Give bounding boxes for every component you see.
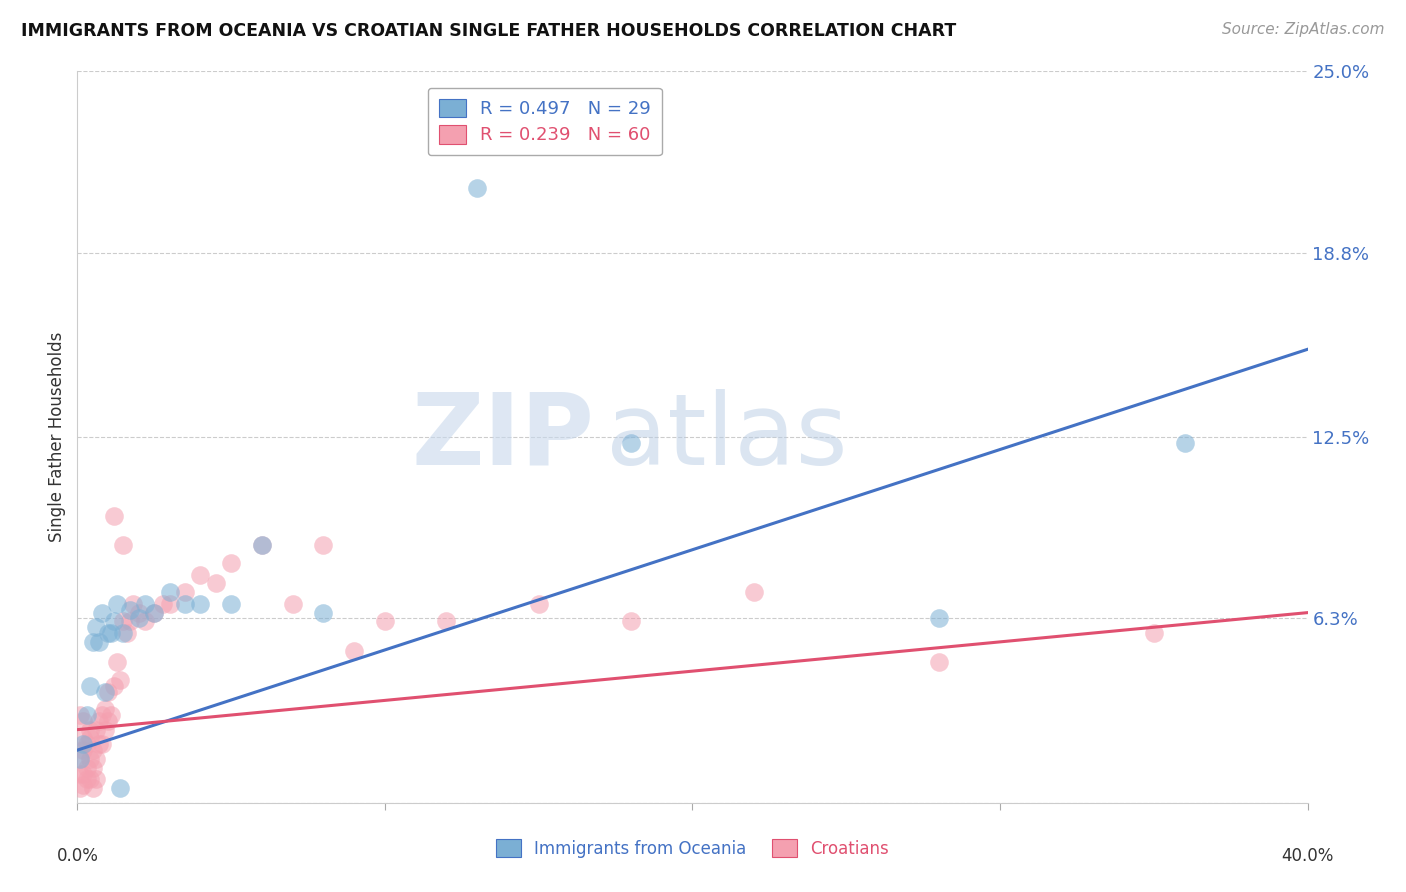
Point: [97, 714, 120, 728]
Point: [312, 538, 335, 552]
Text: ZIP: ZIP: [411, 389, 595, 485]
Point: [128, 606, 150, 620]
Point: [69, 708, 91, 723]
Point: [76, 761, 98, 775]
Point: [97, 626, 120, 640]
Point: [527, 597, 550, 611]
Point: [1143, 626, 1166, 640]
Point: [82, 761, 104, 775]
Text: atlas: atlas: [606, 389, 848, 485]
Point: [143, 606, 166, 620]
Point: [620, 615, 643, 629]
Point: [79, 723, 101, 737]
Point: [219, 556, 242, 570]
Point: [72, 737, 94, 751]
Point: [112, 538, 135, 552]
Legend: Immigrants from Oceania, Croatians: Immigrants from Oceania, Croatians: [486, 830, 898, 868]
Point: [82, 635, 104, 649]
Text: IMMIGRANTS FROM OCEANIA VS CROATIAN SINGLE FATHER HOUSEHOLDS CORRELATION CHART: IMMIGRANTS FROM OCEANIA VS CROATIAN SING…: [21, 22, 956, 40]
Point: [134, 615, 156, 629]
Point: [79, 679, 101, 693]
Point: [436, 615, 458, 629]
Point: [94, 684, 117, 698]
Point: [82, 781, 104, 796]
Point: [76, 772, 98, 787]
Point: [118, 603, 141, 617]
Point: [112, 626, 135, 640]
Point: [174, 585, 197, 599]
Point: [143, 606, 166, 620]
Point: [159, 597, 181, 611]
Point: [84, 723, 107, 737]
Point: [84, 772, 107, 787]
Point: [312, 606, 335, 620]
Point: [90, 708, 114, 723]
Point: [250, 538, 273, 552]
Point: [620, 436, 643, 450]
Point: [94, 723, 117, 737]
Point: [103, 509, 125, 524]
Point: [188, 597, 212, 611]
Point: [87, 737, 110, 751]
Point: [174, 597, 197, 611]
Text: 0.0%: 0.0%: [56, 847, 98, 864]
Point: [152, 597, 174, 611]
Point: [97, 684, 120, 698]
Point: [250, 538, 273, 552]
Text: Source: ZipAtlas.com: Source: ZipAtlas.com: [1222, 22, 1385, 37]
Point: [128, 611, 150, 625]
Point: [928, 611, 950, 625]
Point: [100, 626, 122, 640]
Point: [742, 585, 765, 599]
Y-axis label: Single Father Households: Single Father Households: [48, 332, 66, 542]
Point: [105, 656, 128, 670]
Point: [82, 743, 104, 757]
Point: [84, 620, 107, 634]
Point: [115, 626, 138, 640]
Text: 40.0%: 40.0%: [1281, 847, 1334, 864]
Point: [72, 778, 94, 792]
Point: [465, 181, 488, 195]
Point: [76, 737, 98, 751]
Point: [87, 714, 110, 728]
Point: [72, 731, 94, 746]
Point: [79, 731, 101, 746]
Point: [204, 576, 226, 591]
Point: [87, 635, 110, 649]
Point: [79, 752, 101, 766]
Point: [103, 615, 125, 629]
Point: [343, 643, 366, 657]
Point: [188, 567, 212, 582]
Point: [69, 766, 91, 780]
Point: [121, 597, 143, 611]
Point: [1174, 436, 1197, 450]
Point: [72, 714, 94, 728]
Point: [219, 597, 242, 611]
Point: [100, 708, 122, 723]
Point: [72, 743, 94, 757]
Point: [928, 656, 950, 670]
Point: [84, 752, 107, 766]
Point: [69, 749, 91, 764]
Point: [374, 615, 396, 629]
Point: [94, 702, 117, 716]
Point: [112, 615, 135, 629]
Point: [69, 781, 91, 796]
Point: [69, 752, 91, 766]
Point: [105, 597, 128, 611]
Point: [281, 597, 304, 611]
Point: [76, 708, 98, 723]
Point: [90, 606, 114, 620]
Point: [134, 597, 156, 611]
Point: [118, 615, 141, 629]
Point: [103, 679, 125, 693]
Point: [72, 766, 94, 780]
Point: [90, 737, 114, 751]
Point: [110, 781, 132, 796]
Point: [110, 673, 132, 687]
Point: [79, 772, 101, 787]
Point: [159, 585, 181, 599]
